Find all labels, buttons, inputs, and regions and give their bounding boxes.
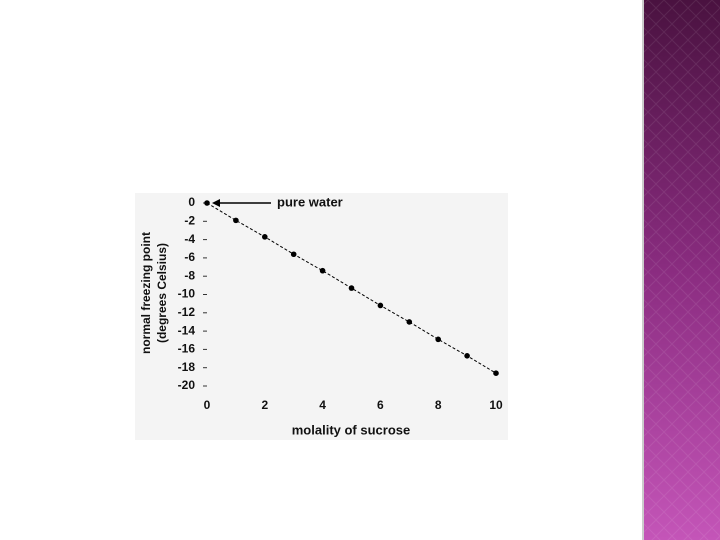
y-tick-label: -14 — [178, 323, 196, 337]
x-tick-label: 10 — [489, 398, 503, 412]
x-tick-label: 6 — [377, 398, 384, 412]
y-tick-label: -6 — [184, 250, 195, 264]
x-tick-label: 0 — [204, 398, 211, 412]
y-tick-label: 0 — [188, 195, 195, 209]
y-tick-label: -8 — [184, 268, 195, 282]
data-point — [464, 353, 470, 359]
x-tick-label: 4 — [319, 398, 326, 412]
y-tick-label: -2 — [184, 213, 195, 227]
y-axis-label: (degrees Celsius) — [155, 243, 169, 343]
y-tick-label: -18 — [178, 360, 196, 374]
y-tick-label: -20 — [178, 378, 196, 392]
data-point — [290, 251, 297, 258]
side-pattern — [643, 0, 720, 540]
data-point — [348, 285, 355, 291]
data-point — [377, 302, 384, 309]
data-point — [435, 336, 442, 343]
y-axis-label: normal freezing point — [139, 232, 153, 354]
data-point — [233, 217, 239, 224]
annotation: pure water — [277, 194, 343, 209]
y-tick-label: -12 — [178, 305, 196, 319]
chart: normal freezing point (degrees Celsius) … — [139, 194, 503, 437]
x-tick-label: 2 — [261, 398, 268, 412]
y-tick-label: -16 — [178, 342, 196, 356]
x-tick-label: 8 — [435, 398, 442, 412]
y-tick-label: -10 — [178, 287, 196, 301]
y-tick-label: -4 — [184, 232, 195, 246]
annotation-arrowhead — [212, 199, 220, 207]
chart-background — [135, 193, 508, 440]
data-point — [204, 200, 210, 206]
x-axis-label: molality of sucrose — [292, 422, 410, 437]
data-point — [262, 234, 268, 240]
data-point — [319, 267, 326, 274]
data-point — [493, 370, 499, 376]
data-point — [406, 319, 413, 325]
